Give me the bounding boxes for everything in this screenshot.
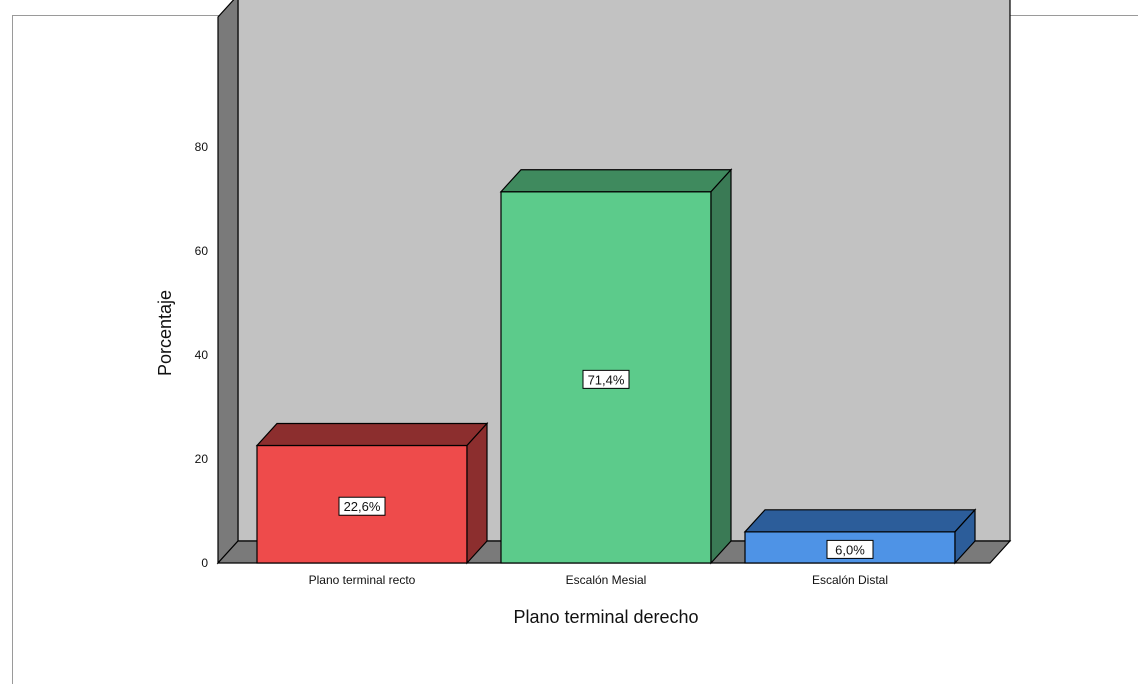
y-tick-label: 80 [195, 140, 209, 154]
y-axis-ticks: 0 20 40 60 80 [195, 140, 209, 570]
data-label: 71,4% [582, 369, 630, 389]
y-tick-label: 20 [195, 452, 209, 466]
bar-side [954, 508, 976, 565]
bar-3: 6,0% [743, 508, 977, 565]
x-tick-label: Plano terminal recto [309, 573, 416, 587]
data-label-box [582, 369, 630, 389]
data-label: 22,6% [338, 496, 386, 516]
bar-top [255, 422, 489, 447]
bar-top [499, 169, 733, 193]
bars: 22,6% 71,4% 6,0% [255, 168, 977, 565]
data-label-text: 71,4% [588, 372, 625, 387]
x-axis-ticks: Plano terminal recto Escalón Mesial Escaló… [309, 573, 888, 587]
data-label: 6,0% [826, 539, 874, 559]
data-label-box [338, 496, 386, 516]
side-wall [217, 0, 239, 565]
y-tick-label: 40 [195, 348, 209, 362]
y-tick-label: 0 [201, 556, 208, 570]
bar-side [710, 168, 732, 565]
data-label-box [826, 539, 874, 559]
x-tick-label: Escalón Distal [812, 573, 888, 587]
data-label-text: 22,6% [344, 499, 381, 514]
y-tick-label: 60 [195, 244, 209, 258]
bar-top [743, 509, 977, 533]
bar-side [466, 421, 488, 565]
x-axis-title: Plano terminal derecho [513, 607, 698, 627]
data-label-text: 6,0% [835, 542, 865, 557]
x-tick-label: Escalón Mesial [566, 573, 647, 587]
y-axis-title: Porcentaje [155, 290, 175, 376]
bar-1: 22,6% [255, 421, 489, 565]
bar-2: 71,4% [499, 168, 733, 565]
